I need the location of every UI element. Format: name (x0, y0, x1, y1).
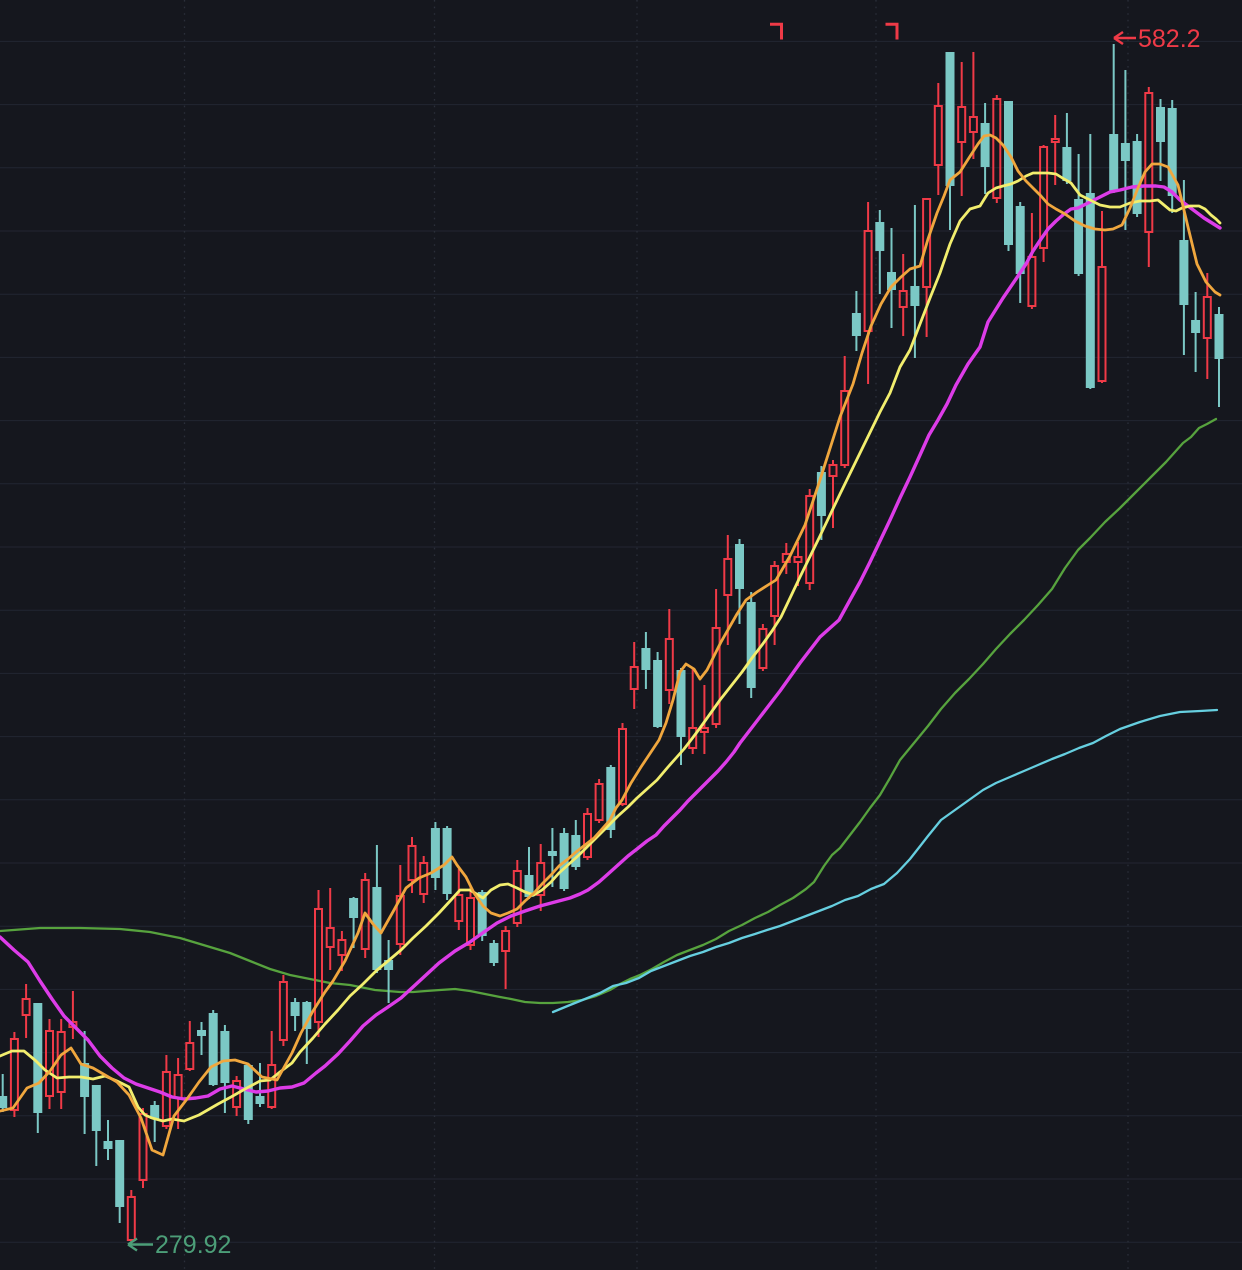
svg-text:279.92: 279.92 (155, 1231, 231, 1259)
svg-text:582.2: 582.2 (1138, 25, 1201, 53)
